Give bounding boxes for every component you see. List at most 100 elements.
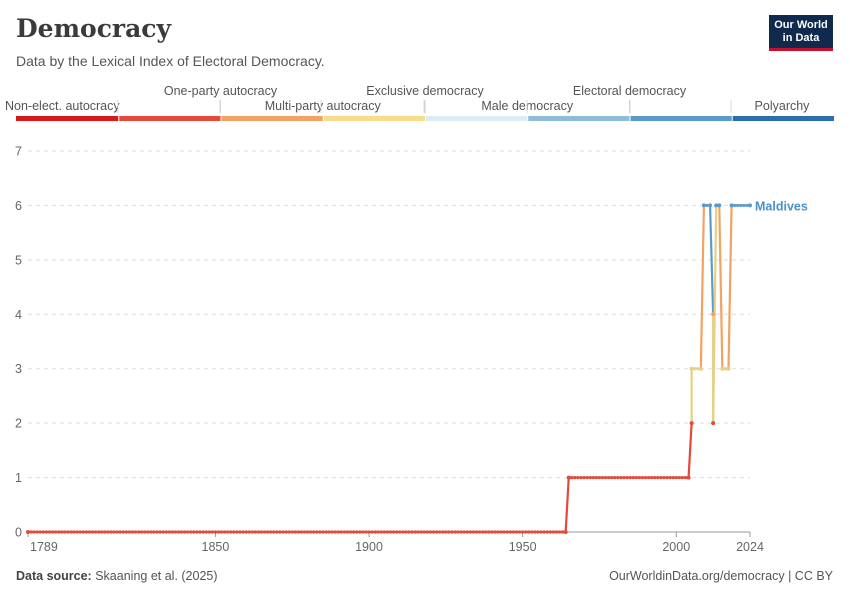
series-point [342, 530, 347, 534]
credit-link[interactable]: OurWorldinData.org/democracy | CC BY [609, 569, 833, 583]
y-tick-label: 6 [15, 199, 22, 213]
series-point [517, 530, 522, 534]
series-point [650, 475, 654, 480]
series-point [665, 475, 669, 480]
series-point [87, 530, 92, 534]
series-point [219, 530, 224, 534]
series-point [47, 530, 52, 534]
series-point [545, 530, 549, 534]
x-tick-label: 1950 [509, 540, 537, 554]
series-point [106, 530, 110, 534]
series-point [232, 530, 236, 534]
series-point [683, 475, 688, 480]
series-point [57, 530, 61, 534]
series-point [376, 530, 380, 534]
chart-title: Democracy [16, 14, 172, 43]
series-point [579, 475, 583, 480]
series-point [745, 203, 749, 208]
series-point [244, 530, 248, 534]
series-point [137, 530, 141, 534]
series-point [272, 530, 276, 534]
x-tick-label: 2024 [736, 540, 764, 554]
series-point [35, 530, 39, 534]
y-tick-label: 7 [15, 145, 22, 159]
series-point [256, 530, 261, 534]
series-point [496, 530, 500, 534]
series-point [198, 530, 202, 534]
series-point [582, 475, 586, 480]
series-point [656, 475, 660, 480]
series-point [736, 203, 740, 208]
series-point [312, 530, 316, 534]
series-point [121, 530, 125, 534]
series-point [521, 530, 525, 534]
series-point [542, 530, 546, 534]
series-point [637, 475, 641, 480]
series-point [720, 366, 725, 371]
series-point [112, 530, 116, 534]
series-point [428, 530, 433, 534]
series-point [90, 530, 95, 534]
series-point [453, 530, 457, 534]
series-point [600, 475, 605, 480]
x-tick-label: 2000 [662, 540, 690, 554]
series-point [333, 530, 337, 534]
series-point [413, 530, 417, 534]
legend-label: Polyarchy [755, 99, 811, 113]
series-point [152, 530, 156, 534]
series-point [201, 530, 205, 534]
series-point [176, 530, 181, 534]
series-point [361, 530, 365, 534]
series-point [50, 530, 55, 534]
logo-line-2: in Data [782, 32, 820, 44]
series-point [539, 530, 543, 534]
series-point [573, 475, 577, 480]
series-point [305, 530, 310, 534]
series-point [238, 530, 242, 534]
series-point [714, 203, 719, 208]
series-point [739, 203, 743, 208]
x-tick-label: 1789 [30, 540, 58, 554]
series-point [566, 475, 571, 480]
series-point [431, 530, 436, 534]
series-point [183, 530, 187, 534]
series-point [527, 530, 531, 534]
series-segment [727, 204, 733, 370]
legend-label: Multi-party autocracy [265, 99, 382, 113]
series-point [487, 530, 491, 534]
series-point [155, 530, 159, 534]
series-segment [699, 204, 706, 370]
series-point [259, 530, 264, 534]
series-point [698, 366, 703, 371]
series-point [235, 530, 239, 534]
legend-label: Electoral democracy [573, 84, 687, 98]
series-point [370, 530, 374, 534]
series-point [499, 530, 503, 534]
series-point [554, 530, 559, 534]
series-point [66, 530, 70, 534]
series-point [588, 475, 592, 480]
series-point [189, 530, 193, 534]
series-point [689, 421, 694, 426]
series-point [41, 530, 45, 534]
series-point [250, 530, 254, 534]
series-point [484, 530, 488, 534]
series-point [54, 530, 58, 534]
series-point [130, 530, 135, 534]
series-point [69, 530, 73, 534]
x-tick-label: 1900 [355, 540, 383, 554]
series-point [404, 530, 408, 534]
series-point [647, 475, 651, 480]
series-point [186, 530, 190, 534]
series-point [551, 530, 555, 534]
series-point [321, 530, 325, 534]
series-point [140, 530, 144, 534]
series-point [133, 530, 138, 534]
legend-label: One-party autocracy [164, 84, 278, 98]
series-point [60, 530, 64, 534]
owid-logo[interactable]: Our World in Data [769, 15, 833, 51]
legend-label: Exclusive democracy [366, 84, 484, 98]
series-segment [687, 422, 693, 479]
series-point [576, 475, 580, 480]
series-point [262, 530, 267, 534]
